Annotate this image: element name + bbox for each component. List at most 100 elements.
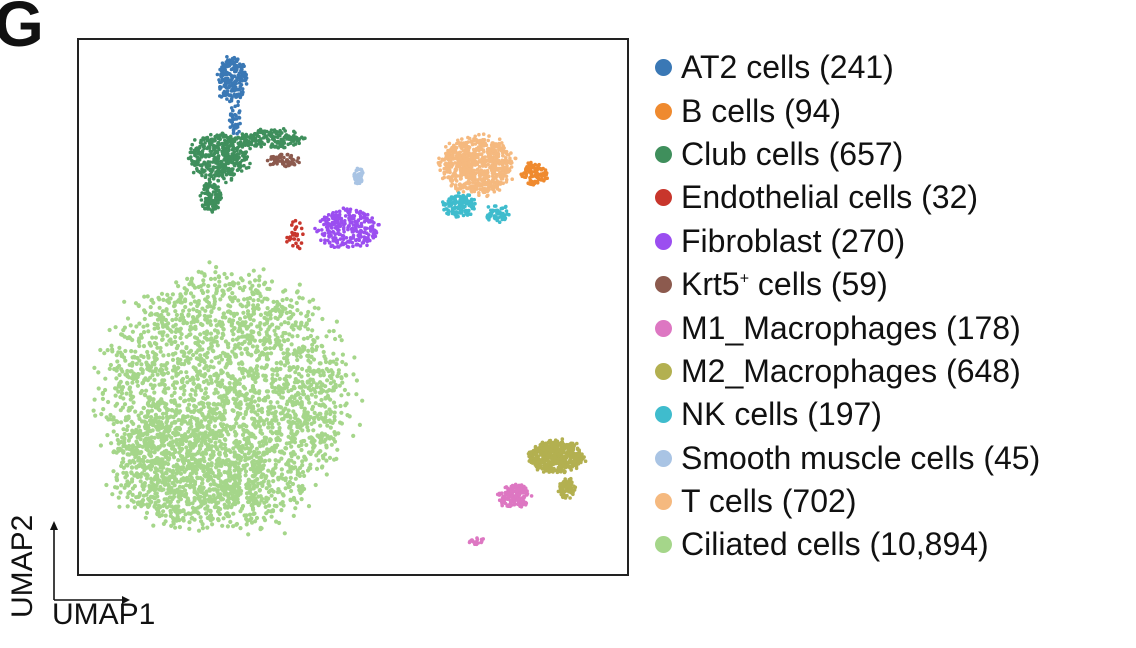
data-point bbox=[208, 331, 214, 336]
data-point bbox=[309, 354, 314, 359]
data-point bbox=[298, 465, 303, 470]
data-point bbox=[308, 415, 313, 420]
data-point bbox=[569, 468, 573, 472]
data-point bbox=[357, 422, 362, 427]
data-point bbox=[191, 466, 196, 471]
data-point bbox=[322, 403, 327, 408]
data-point bbox=[161, 509, 166, 514]
data-point bbox=[329, 368, 334, 373]
data-point bbox=[164, 402, 169, 407]
data-point bbox=[266, 421, 271, 426]
data-point bbox=[219, 320, 225, 325]
data-point bbox=[494, 143, 498, 147]
data-point bbox=[210, 348, 215, 353]
data-point bbox=[205, 478, 210, 483]
data-point bbox=[497, 166, 501, 171]
data-point bbox=[161, 353, 166, 358]
data-point bbox=[193, 389, 198, 394]
data-point bbox=[208, 453, 213, 458]
data-point bbox=[309, 392, 314, 397]
data-point bbox=[336, 368, 341, 373]
data-point bbox=[236, 485, 241, 490]
data-point bbox=[218, 444, 223, 449]
data-point bbox=[218, 492, 223, 497]
data-point bbox=[507, 167, 512, 171]
data-point bbox=[163, 317, 168, 323]
data-point bbox=[181, 308, 186, 313]
data-point bbox=[176, 410, 182, 415]
data-point bbox=[245, 155, 250, 159]
data-point bbox=[269, 381, 274, 386]
data-point bbox=[291, 327, 296, 332]
data-point bbox=[229, 272, 234, 277]
data-point bbox=[120, 435, 125, 440]
data-point bbox=[209, 309, 214, 314]
data-point bbox=[193, 138, 197, 142]
data-point bbox=[253, 278, 258, 283]
data-point bbox=[209, 150, 213, 154]
data-point bbox=[453, 177, 458, 181]
data-point bbox=[163, 470, 168, 475]
data-point bbox=[190, 315, 196, 320]
data-point bbox=[251, 376, 256, 381]
data-point bbox=[236, 341, 242, 346]
data-point bbox=[169, 408, 174, 413]
data-point bbox=[298, 490, 303, 496]
data-point bbox=[202, 313, 207, 318]
data-point bbox=[162, 497, 167, 502]
data-point bbox=[464, 140, 468, 145]
data-point bbox=[208, 508, 213, 513]
data-point bbox=[174, 471, 179, 476]
data-point bbox=[489, 157, 494, 161]
data-point bbox=[200, 306, 205, 311]
data-point bbox=[249, 455, 254, 460]
data-point bbox=[333, 404, 338, 409]
data-point bbox=[451, 174, 456, 178]
data-point bbox=[199, 388, 204, 393]
data-point bbox=[268, 309, 273, 314]
data-point bbox=[270, 372, 275, 377]
data-point bbox=[471, 147, 476, 152]
data-point bbox=[145, 459, 150, 464]
data-point bbox=[122, 325, 127, 330]
data-point bbox=[250, 385, 256, 390]
data-point bbox=[216, 509, 221, 514]
data-point bbox=[106, 399, 111, 405]
data-point bbox=[583, 459, 588, 464]
data-point bbox=[250, 344, 255, 349]
data-point bbox=[257, 450, 262, 455]
data-point bbox=[202, 160, 207, 165]
data-point bbox=[173, 525, 178, 530]
data-point bbox=[224, 180, 228, 185]
data-point bbox=[217, 471, 222, 476]
data-point bbox=[497, 188, 502, 192]
data-point bbox=[237, 424, 242, 429]
data-point bbox=[296, 379, 301, 384]
data-point bbox=[163, 454, 168, 459]
data-point bbox=[176, 284, 181, 289]
data-point bbox=[240, 330, 245, 335]
data-point bbox=[279, 304, 284, 309]
data-point bbox=[205, 289, 210, 294]
data-point bbox=[248, 161, 252, 166]
data-point bbox=[166, 386, 171, 391]
data-point bbox=[295, 390, 300, 396]
data-point bbox=[455, 187, 460, 191]
data-point bbox=[238, 509, 243, 514]
data-point bbox=[438, 160, 443, 164]
data-point bbox=[293, 402, 298, 407]
data-point bbox=[219, 495, 224, 500]
data-point bbox=[252, 416, 257, 422]
data-point bbox=[230, 147, 235, 152]
data-point bbox=[299, 423, 304, 428]
data-point bbox=[255, 290, 260, 296]
data-point bbox=[274, 438, 279, 443]
data-point bbox=[289, 298, 294, 303]
data-point bbox=[452, 143, 456, 148]
data-point bbox=[159, 438, 164, 443]
data-point bbox=[224, 275, 229, 280]
data-point bbox=[232, 377, 237, 382]
data-point bbox=[207, 140, 212, 144]
data-point bbox=[202, 391, 208, 396]
data-point bbox=[255, 412, 260, 417]
